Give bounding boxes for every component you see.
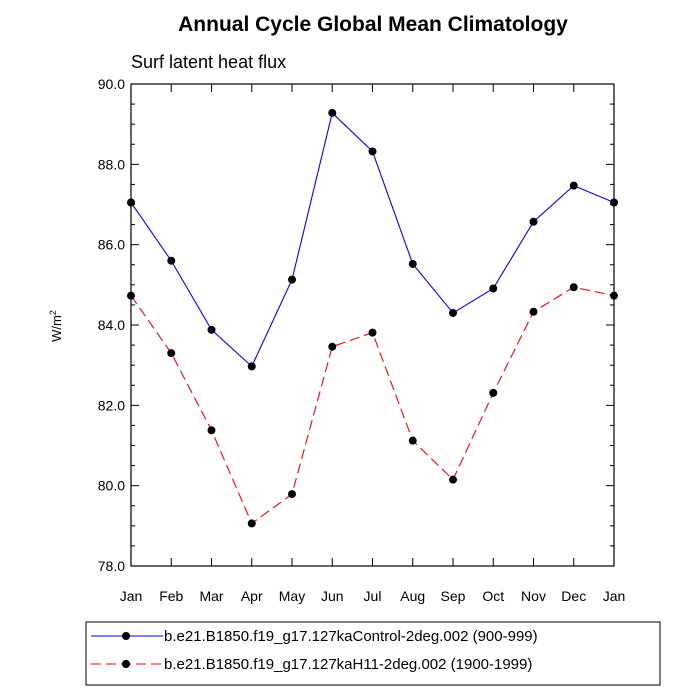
x-tick-label: Mar [199,588,223,604]
data-point [529,307,538,316]
data-point [328,108,337,117]
data-point [167,256,176,265]
data-point [368,328,377,337]
y-tick-label: 80.0 [98,478,125,494]
y-tick-label: 78.0 [98,558,125,574]
data-point [610,291,618,300]
x-tick-label: Aug [400,588,425,604]
legend-label: b.e21.B1850.f19_g17.127kaControl-2deg.00… [164,628,538,645]
legend-marker [122,660,130,668]
x-tick-label: Sep [441,588,466,604]
y-axis-label: W/m2 [48,310,64,342]
legend-label: b.e21.B1850.f19_g17.127kaH11-2deg.002 (1… [164,656,532,673]
data-point [408,436,417,445]
data-point [288,275,296,284]
data-point [368,147,377,156]
data-point [408,259,417,268]
data-point [489,388,498,397]
data-point [569,283,578,292]
legend: b.e21.B1850.f19_g17.127kaControl-2deg.00… [85,621,661,686]
data-point [207,426,216,435]
legend-marker [122,632,130,640]
legend-box [85,621,661,686]
data-point [449,475,457,484]
x-tick-label: Nov [521,588,546,604]
y-axis-label-unit: W/m [49,315,64,342]
data-point [569,181,578,190]
legend-entry: b.e21.B1850.f19_g17.127kaControl-2deg.00… [91,628,538,645]
y-axis-label-superscript: 2 [48,310,58,315]
data-point [449,308,457,317]
data-point [167,349,176,358]
data-point [127,291,135,300]
y-tick-label: 90.0 [98,76,125,92]
data-point [247,362,256,371]
legend-entry: b.e21.B1850.f19_g17.127kaH11-2deg.002 (1… [91,656,532,673]
data-point [489,284,498,293]
data-point [610,198,618,207]
chart-subtitle: Surf latent heat flux [131,52,286,72]
data-point [288,490,296,499]
x-tick-label: Feb [159,588,183,604]
series-line [130,286,615,525]
chart-title: Annual Cycle Global Mean Climatology [178,13,568,36]
x-tick-label: May [279,588,305,604]
x-tick-label: Oct [482,588,504,604]
x-tick-label: Jan [120,588,143,604]
x-tick-label: Jul [364,588,382,604]
data-point [127,198,135,207]
plot-frame [130,83,615,567]
series-1 [127,108,618,371]
plot-axes: 78.0 80.0 82.0 84.0 86.0 88.0 90.0 Jan Feb Mar Apr… [98,76,626,604]
data-point [328,342,337,351]
y-tick-label: 88.0 [98,156,125,172]
series-layer [127,108,618,528]
x-tick-label: Dec [561,588,586,604]
data-point [529,217,538,226]
series-2 [127,283,618,528]
x-tick-label: Jan [603,588,626,604]
y-tick-label: 84.0 [98,317,125,333]
y-tick-label: 86.0 [98,237,125,253]
x-tick-label: Jun [321,588,344,604]
data-point [207,325,216,334]
data-point [247,519,256,528]
y-tick-label: 82.0 [98,397,125,413]
x-tick-label: Apr [241,588,263,604]
